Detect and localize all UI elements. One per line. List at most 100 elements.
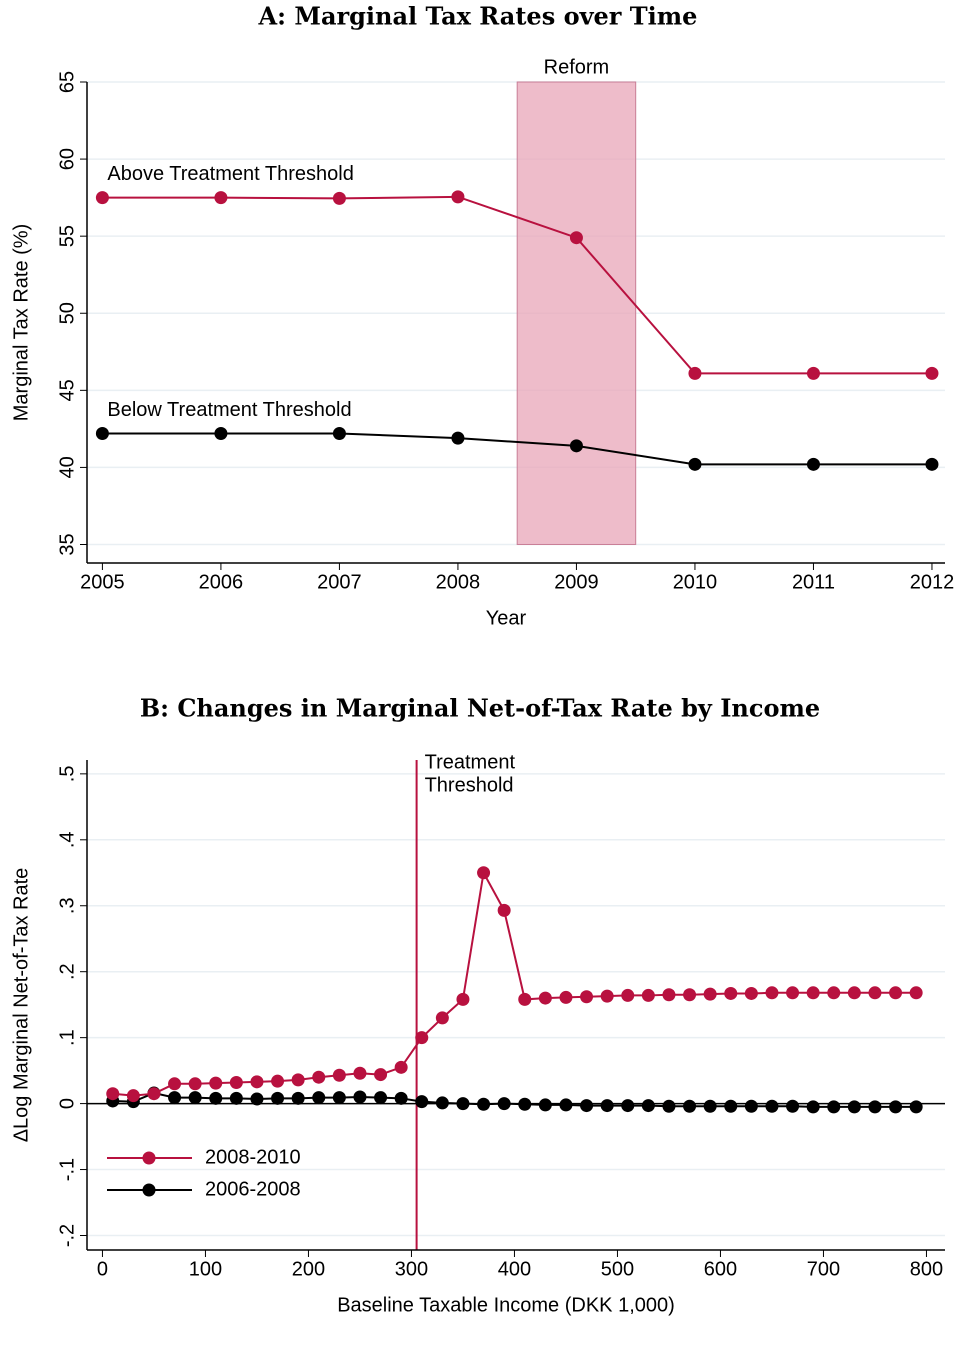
data-point xyxy=(312,1091,326,1105)
data-point xyxy=(415,1095,429,1109)
data-point xyxy=(724,986,738,1000)
x-tick-label: 2005 xyxy=(80,571,125,593)
data-point xyxy=(641,988,655,1002)
data-point xyxy=(518,1097,532,1111)
data-point xyxy=(250,1075,264,1089)
data-point xyxy=(374,1091,388,1105)
data-point xyxy=(497,1097,511,1111)
data-point xyxy=(271,1091,285,1105)
x-tick-label: 2010 xyxy=(673,571,718,593)
y-tick-label: 50 xyxy=(56,302,78,324)
y-tick-label: .1 xyxy=(56,1029,78,1046)
x-tick-label: 2009 xyxy=(554,571,599,593)
data-point xyxy=(394,1060,408,1074)
shaded-region xyxy=(516,81,637,545)
data-point xyxy=(925,366,939,380)
series-label: Below Treatment Threshold xyxy=(107,399,351,421)
data-point xyxy=(703,1099,717,1113)
data-point xyxy=(847,986,861,1000)
data-point xyxy=(353,1066,367,1080)
data-point xyxy=(332,1068,346,1082)
data-point xyxy=(847,1100,861,1114)
data-point xyxy=(435,1011,449,1025)
x-axis-label: Baseline Taxable Income (DKK 1,000) xyxy=(337,1294,675,1316)
y-tick-label: -.2 xyxy=(56,1224,78,1247)
data-point xyxy=(229,1075,243,1089)
data-point xyxy=(291,1091,305,1105)
x-axis-label: Year xyxy=(486,607,527,629)
data-point xyxy=(621,988,635,1002)
y-axis-label: ΔLog Marginal Net-of-Tax Rate xyxy=(10,868,32,1143)
data-point xyxy=(538,1098,552,1112)
data-point xyxy=(703,987,717,1001)
data-point xyxy=(744,986,758,1000)
x-tick-label: 400 xyxy=(498,1258,531,1280)
data-point xyxy=(477,1097,491,1111)
data-point xyxy=(451,431,465,445)
x-tick-label: 600 xyxy=(704,1258,737,1280)
data-point xyxy=(332,1091,346,1105)
data-point xyxy=(291,1073,305,1087)
data-point xyxy=(147,1087,161,1101)
data-point xyxy=(214,427,228,440)
data-point xyxy=(168,1091,182,1105)
data-point xyxy=(435,1096,449,1110)
legend-marker xyxy=(142,1183,156,1197)
data-point xyxy=(683,988,697,1002)
data-point xyxy=(332,191,346,205)
shaded-region-label: Reform xyxy=(544,56,610,78)
data-point xyxy=(374,1068,388,1082)
data-point xyxy=(688,366,702,380)
data-point xyxy=(806,457,820,471)
x-tick-label: 100 xyxy=(189,1258,222,1280)
series-label: Above Treatment Threshold xyxy=(107,163,353,185)
legend-marker xyxy=(142,1151,156,1165)
data-point xyxy=(806,986,820,1000)
data-point xyxy=(786,986,800,1000)
data-point xyxy=(641,1099,655,1113)
data-point xyxy=(209,1091,223,1105)
data-point xyxy=(600,989,614,1003)
data-point xyxy=(724,1099,738,1113)
data-point xyxy=(188,1091,202,1105)
legend-label: 2006-2008 xyxy=(205,1178,301,1200)
data-point xyxy=(271,1074,285,1088)
y-tick-label: 60 xyxy=(56,148,78,170)
series-line xyxy=(102,195,932,375)
data-point xyxy=(229,1091,243,1105)
x-tick-label: 800 xyxy=(910,1258,943,1280)
data-point xyxy=(456,1097,470,1111)
x-tick-label: 0 xyxy=(97,1258,108,1280)
x-tick-label: 200 xyxy=(292,1258,325,1280)
data-point xyxy=(925,457,939,471)
data-point xyxy=(744,1099,758,1113)
data-point xyxy=(518,992,532,1006)
data-point xyxy=(95,191,109,205)
data-point xyxy=(188,1077,202,1091)
x-tick-label: 700 xyxy=(807,1258,840,1280)
data-point xyxy=(126,1089,140,1103)
data-point xyxy=(662,988,676,1002)
data-point xyxy=(451,190,465,204)
data-point xyxy=(559,1098,573,1112)
series-line xyxy=(112,1091,917,1108)
data-point xyxy=(868,1100,882,1114)
data-point xyxy=(569,439,583,453)
data-point xyxy=(889,1100,903,1114)
data-point xyxy=(827,986,841,1000)
data-point xyxy=(683,1099,697,1113)
y-tick-label: .5 xyxy=(56,766,78,783)
chart-title: B: Changes in Marginal Net-of-Tax Rate b… xyxy=(140,694,820,723)
data-point xyxy=(909,1100,923,1114)
y-axis-label: Marginal Tax Rate (%) xyxy=(10,224,32,421)
data-point xyxy=(456,992,470,1006)
data-point xyxy=(688,457,702,471)
data-point xyxy=(580,1099,594,1113)
data-point xyxy=(909,986,923,1000)
series-line xyxy=(102,432,932,466)
data-point xyxy=(106,1087,120,1101)
data-point xyxy=(332,427,346,440)
y-tick-label: 45 xyxy=(56,379,78,401)
data-point xyxy=(806,1100,820,1114)
